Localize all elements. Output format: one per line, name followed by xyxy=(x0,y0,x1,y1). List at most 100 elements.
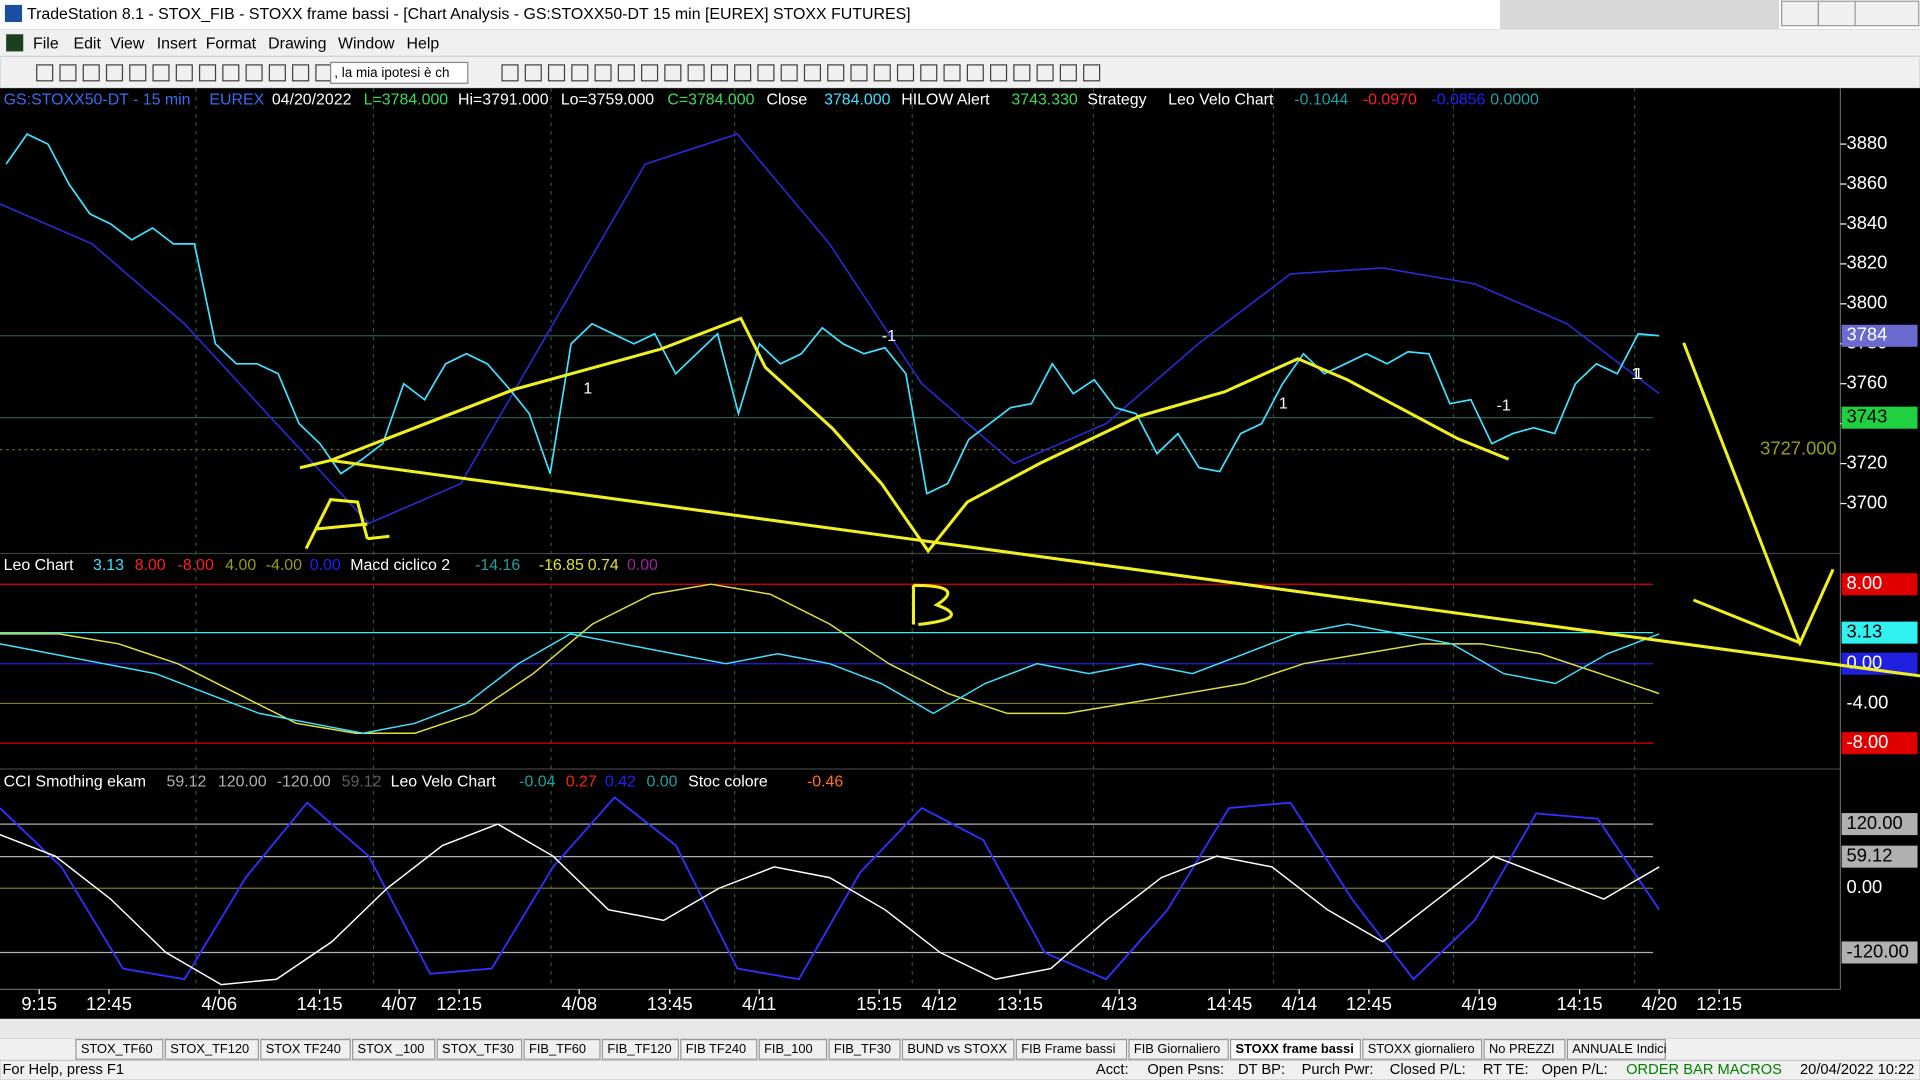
close-button[interactable] xyxy=(1854,0,1920,27)
minimize-button[interactable] xyxy=(1781,0,1819,27)
level-box xyxy=(1841,406,1918,429)
tab[interactable] xyxy=(352,1038,436,1060)
toolbar-button[interactable] xyxy=(1013,64,1031,82)
status-text: RT TE: xyxy=(1483,1062,1529,1078)
panel-header: Lo=3759.000 xyxy=(561,92,654,109)
letter-a xyxy=(304,497,390,550)
tab[interactable] xyxy=(1128,1038,1229,1060)
toolbar-button[interactable] xyxy=(757,64,775,82)
tab[interactable] xyxy=(1015,1038,1128,1060)
toolbar-button[interactable] xyxy=(990,64,1008,82)
toolbar-button[interactable] xyxy=(36,64,54,82)
tab[interactable] xyxy=(75,1038,164,1060)
level-label: 3727.000 xyxy=(1760,437,1837,458)
toolbar-button[interactable] xyxy=(594,64,612,82)
tab[interactable] xyxy=(1566,1038,1666,1060)
tab[interactable] xyxy=(758,1038,828,1060)
tab[interactable] xyxy=(828,1038,901,1060)
menu-item[interactable]: Drawing xyxy=(268,35,326,52)
toolbar-button[interactable] xyxy=(1083,64,1101,82)
tab[interactable] xyxy=(680,1038,758,1060)
x-tick-label: 15:15 xyxy=(856,993,902,1014)
combo-box[interactable] xyxy=(330,61,469,84)
toolbar-button[interactable] xyxy=(896,64,915,82)
x-tick-label: 4/11 xyxy=(742,993,776,1014)
maximize-button[interactable] xyxy=(1817,0,1856,27)
level-label: 0.00 xyxy=(1847,876,1883,897)
tab-label: FIB_TF30 xyxy=(834,1041,891,1056)
toolbar-button[interactable] xyxy=(920,64,938,82)
toolbar-button[interactable] xyxy=(1036,64,1054,82)
toolbar-button[interactable] xyxy=(222,64,240,82)
toolbar-button[interactable] xyxy=(780,64,798,82)
toolbar-button[interactable] xyxy=(59,64,77,82)
signal-marker: 1 xyxy=(1279,395,1288,412)
status-text: Open Psns: xyxy=(1147,1062,1224,1078)
signal-marker: 1 xyxy=(1634,366,1643,383)
toolbar-button[interactable] xyxy=(245,64,263,82)
toolbar-button[interactable] xyxy=(827,64,845,82)
toolbar-button[interactable] xyxy=(129,64,147,82)
series-line xyxy=(5,132,1660,495)
level-box xyxy=(1841,692,1918,715)
toolbar-button[interactable] xyxy=(175,64,193,82)
toolbar-button[interactable] xyxy=(687,64,705,82)
toolbar-button[interactable] xyxy=(1059,64,1077,82)
panel-header: Macd ciclico 2 xyxy=(350,557,450,574)
menu-item[interactable]: View xyxy=(110,35,145,52)
tab[interactable] xyxy=(601,1038,679,1060)
y-tick-label: 3840 xyxy=(1847,212,1888,233)
toolbar-button[interactable] xyxy=(82,64,100,82)
toolbar-button[interactable] xyxy=(617,64,635,82)
toolbar-button[interactable] xyxy=(710,64,728,82)
toolbar-button[interactable] xyxy=(152,64,170,82)
toolbar-button[interactable] xyxy=(524,64,542,82)
toolbar-button[interactable] xyxy=(501,64,519,82)
y-tick-label: 3720 xyxy=(1847,451,1888,472)
menu-item[interactable]: Help xyxy=(407,35,440,52)
toolbar-button[interactable] xyxy=(198,64,217,82)
y-tick-label: 3760 xyxy=(1847,372,1888,393)
tab-label: STOX_TF120 xyxy=(170,1041,249,1056)
toolbar-button[interactable] xyxy=(664,64,682,82)
toolbar-button[interactable] xyxy=(943,64,961,82)
tab[interactable] xyxy=(260,1038,351,1060)
tab[interactable] xyxy=(523,1038,601,1060)
level-label: 3.13 xyxy=(1847,620,1883,641)
toolbar-button[interactable] xyxy=(571,64,589,82)
toolbar-button[interactable] xyxy=(105,64,124,82)
toolbar-button[interactable] xyxy=(803,64,822,82)
panel-header: 120.00 xyxy=(218,774,267,791)
series-line xyxy=(0,823,1660,986)
tab[interactable] xyxy=(436,1038,523,1060)
panel-header: 0.00 xyxy=(627,557,658,574)
title-blank xyxy=(1500,0,1780,30)
y-tick-label: 3820 xyxy=(1847,252,1888,273)
tab[interactable] xyxy=(1230,1038,1362,1060)
scrollbar[interactable] xyxy=(0,1018,1920,1039)
panel-header: GS:STOXX50-DT - 15 min xyxy=(4,92,191,109)
menu-item[interactable]: Insert xyxy=(157,35,197,52)
panel-header: Hi=3791.000 xyxy=(458,92,549,109)
menu-item[interactable]: File xyxy=(33,35,59,52)
toolbar-button[interactable] xyxy=(641,64,659,82)
toolbar-button[interactable] xyxy=(966,64,984,82)
tab-label: FIB Frame bassi xyxy=(1021,1041,1115,1056)
panel-header: C=3784.000 xyxy=(667,92,754,109)
toolbar-button[interactable] xyxy=(850,64,868,82)
menu-item[interactable]: Window xyxy=(338,35,395,52)
toolbar-button[interactable] xyxy=(268,64,286,82)
y-tick-label: 3880 xyxy=(1847,132,1888,153)
tab[interactable] xyxy=(1483,1038,1566,1060)
tab[interactable] xyxy=(901,1038,1015,1060)
tab[interactable] xyxy=(164,1038,259,1060)
menu-item[interactable]: Edit xyxy=(73,35,101,52)
toolbar-button[interactable] xyxy=(547,64,566,82)
y-tick-label: 3800 xyxy=(1847,292,1888,313)
toolbar-button[interactable] xyxy=(873,64,891,82)
tab[interactable] xyxy=(1362,1038,1483,1060)
menu-item[interactable]: Format xyxy=(206,35,257,52)
panel-header: Leo Chart xyxy=(4,557,74,574)
toolbar-button[interactable] xyxy=(292,64,310,82)
toolbar-button[interactable] xyxy=(734,64,752,82)
